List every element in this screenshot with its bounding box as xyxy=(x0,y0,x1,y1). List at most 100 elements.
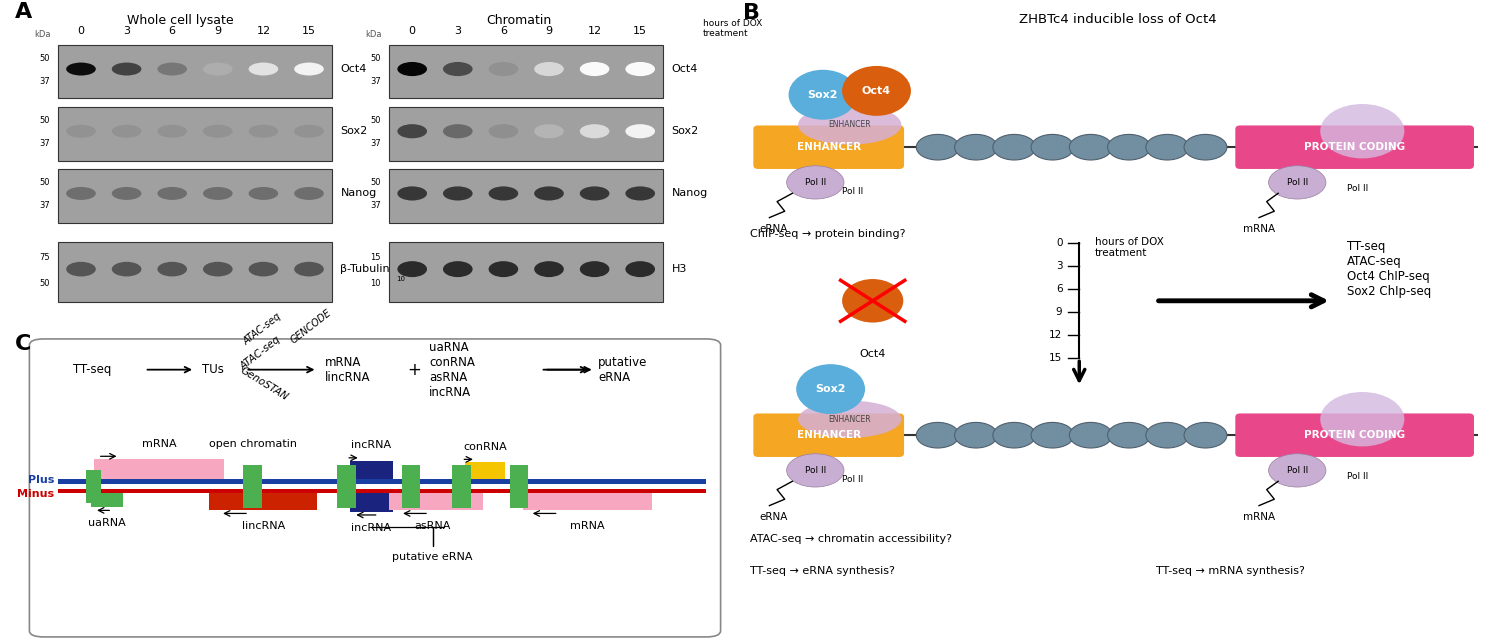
Text: Sox2: Sox2 xyxy=(340,126,368,136)
Text: mRNA: mRNA xyxy=(1244,512,1275,522)
Ellipse shape xyxy=(1070,422,1112,448)
FancyBboxPatch shape xyxy=(1236,413,1474,457)
Ellipse shape xyxy=(842,279,903,323)
Text: Sox2: Sox2 xyxy=(807,90,838,100)
Text: 15: 15 xyxy=(1048,353,1062,364)
Text: Nanog: Nanog xyxy=(672,188,708,198)
Ellipse shape xyxy=(442,62,472,76)
Text: Pol II: Pol II xyxy=(842,188,864,196)
Bar xyxy=(390,242,663,302)
Text: Oct4: Oct4 xyxy=(862,86,891,96)
Bar xyxy=(350,461,393,479)
Ellipse shape xyxy=(442,261,472,277)
Ellipse shape xyxy=(249,187,278,200)
Ellipse shape xyxy=(789,70,858,120)
Ellipse shape xyxy=(66,63,96,76)
Bar xyxy=(390,170,663,223)
FancyBboxPatch shape xyxy=(1236,125,1474,169)
Bar xyxy=(522,493,652,510)
Ellipse shape xyxy=(66,187,96,200)
Text: TT-seq → eRNA synthesis?: TT-seq → eRNA synthesis? xyxy=(750,566,896,577)
Text: Pol II: Pol II xyxy=(804,466,826,475)
Text: ENHANCER: ENHANCER xyxy=(796,430,861,440)
Text: 9: 9 xyxy=(546,26,552,36)
Ellipse shape xyxy=(954,422,998,448)
Ellipse shape xyxy=(626,62,656,76)
Text: Oct4: Oct4 xyxy=(672,64,698,74)
Text: 50: 50 xyxy=(370,178,381,188)
Ellipse shape xyxy=(294,63,324,76)
Text: 50: 50 xyxy=(39,116,50,125)
Text: ENHANCER: ENHANCER xyxy=(796,142,861,152)
Text: TUs: TUs xyxy=(202,363,223,376)
Bar xyxy=(58,242,332,302)
Ellipse shape xyxy=(580,124,609,138)
Text: eRNA: eRNA xyxy=(759,224,788,234)
Text: 37: 37 xyxy=(370,77,381,86)
Text: lincRNA: lincRNA xyxy=(242,521,285,531)
Ellipse shape xyxy=(398,186,427,200)
Bar xyxy=(210,493,318,510)
Ellipse shape xyxy=(534,261,564,277)
Text: 12: 12 xyxy=(256,26,270,36)
Text: Oct4: Oct4 xyxy=(340,64,368,74)
Text: eRNA: eRNA xyxy=(759,512,788,522)
FancyBboxPatch shape xyxy=(753,125,904,169)
Text: mRNA: mRNA xyxy=(1244,224,1275,234)
Text: 9: 9 xyxy=(214,26,222,36)
Ellipse shape xyxy=(489,186,518,200)
Text: B: B xyxy=(742,3,759,23)
Text: 0: 0 xyxy=(408,26,416,36)
Text: Sox2: Sox2 xyxy=(816,384,846,394)
Text: 50: 50 xyxy=(370,116,381,125)
Text: GENCODE: GENCODE xyxy=(288,307,333,345)
Text: hours of DOX
treatment: hours of DOX treatment xyxy=(1095,237,1164,259)
Text: 6: 6 xyxy=(1056,284,1062,294)
Text: open chromatin: open chromatin xyxy=(209,438,297,449)
Text: Plus: Plus xyxy=(28,476,54,485)
Ellipse shape xyxy=(1269,166,1326,199)
Text: mRNA: mRNA xyxy=(141,438,177,449)
Text: mRNA: mRNA xyxy=(570,521,604,531)
Text: Pol II: Pol II xyxy=(842,476,864,484)
Text: 50: 50 xyxy=(39,54,50,63)
Text: 37: 37 xyxy=(39,201,50,211)
Ellipse shape xyxy=(1107,134,1150,160)
Ellipse shape xyxy=(1030,422,1074,448)
Ellipse shape xyxy=(158,187,188,200)
Ellipse shape xyxy=(580,62,609,76)
Ellipse shape xyxy=(158,125,188,138)
Ellipse shape xyxy=(158,63,188,76)
Ellipse shape xyxy=(796,364,865,414)
Ellipse shape xyxy=(66,262,96,276)
Ellipse shape xyxy=(1107,422,1150,448)
Text: incRNA: incRNA xyxy=(351,440,392,450)
Ellipse shape xyxy=(1269,454,1326,487)
Text: 50: 50 xyxy=(39,178,50,188)
Text: 12: 12 xyxy=(588,26,602,36)
Ellipse shape xyxy=(626,124,656,138)
Bar xyxy=(58,488,706,493)
Ellipse shape xyxy=(249,63,278,76)
Text: +: + xyxy=(408,361,422,379)
Text: ENHANCER: ENHANCER xyxy=(828,120,872,129)
Text: putative eRNA: putative eRNA xyxy=(393,552,472,562)
Text: 9: 9 xyxy=(1056,307,1062,317)
Text: ENHANCER: ENHANCER xyxy=(828,415,872,424)
Bar xyxy=(58,479,706,484)
Ellipse shape xyxy=(580,186,609,200)
Ellipse shape xyxy=(1146,134,1188,160)
Bar xyxy=(465,463,504,479)
Text: Pol II: Pol II xyxy=(1347,472,1368,481)
Text: 12: 12 xyxy=(1048,330,1062,340)
Text: putative
eRNA: putative eRNA xyxy=(598,356,648,383)
Bar xyxy=(58,45,332,99)
Text: Nanog: Nanog xyxy=(340,188,376,198)
Ellipse shape xyxy=(442,124,472,138)
Ellipse shape xyxy=(954,134,998,160)
Bar xyxy=(390,107,663,161)
Text: uaRNA
conRNA
asRNA
incRNA: uaRNA conRNA asRNA incRNA xyxy=(429,340,476,399)
Ellipse shape xyxy=(202,63,232,76)
Text: ATAC-seq → chromatin accessibility?: ATAC-seq → chromatin accessibility? xyxy=(750,534,952,545)
Text: 50: 50 xyxy=(370,54,381,63)
